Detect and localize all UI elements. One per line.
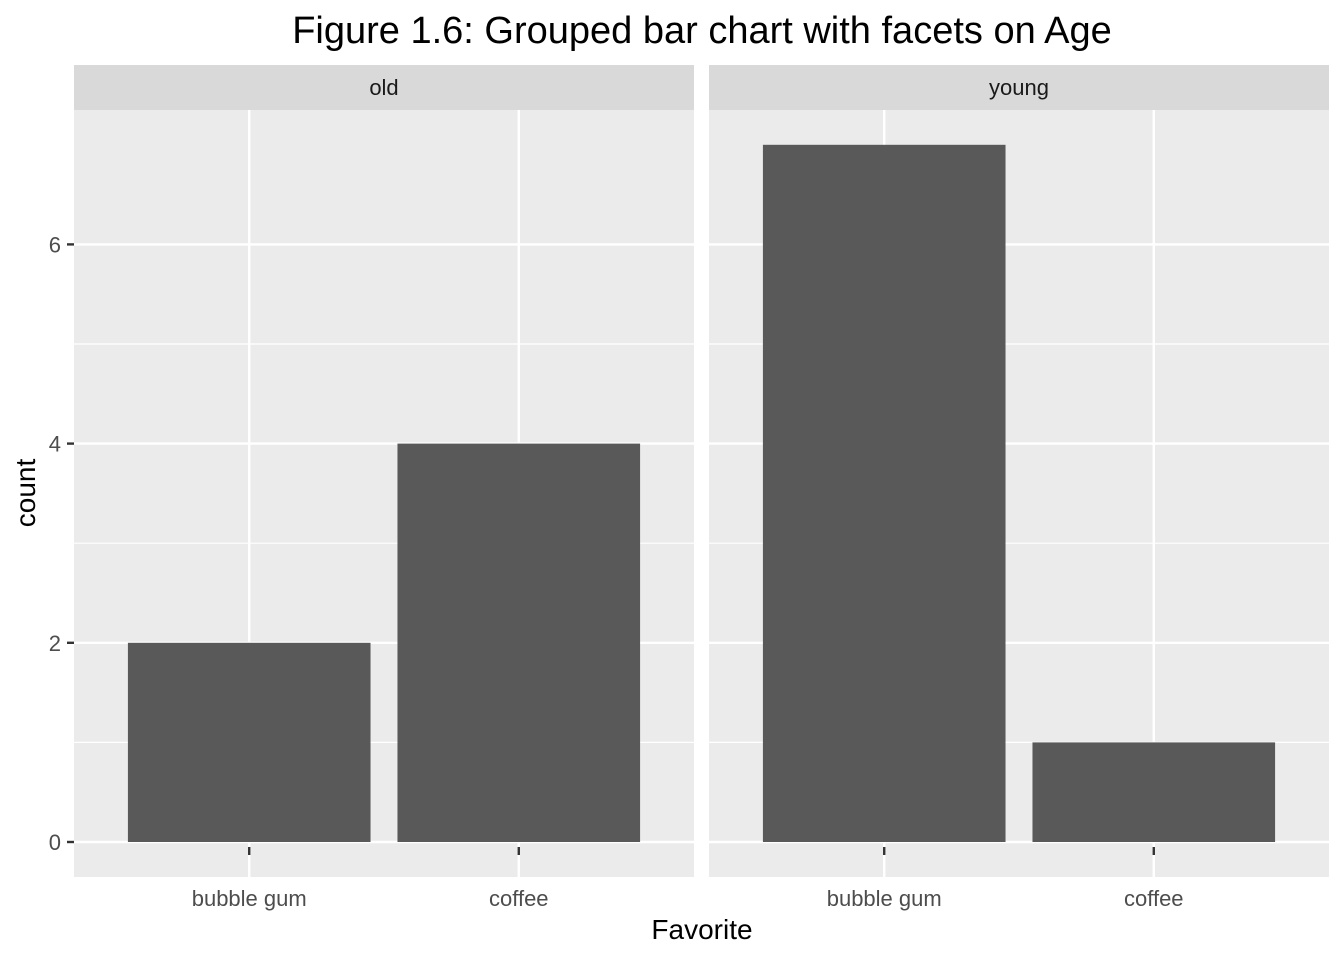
y-tick-label: 0 [49,830,61,855]
facet-strip [74,65,694,110]
facet-panel-old: old bubble gum coffee [74,65,694,911]
chart-title: Figure 1.6: Grouped bar chart with facet… [292,10,1112,52]
x-tick-label: coffee [1124,886,1184,911]
x-axis-title: Favorite [651,914,752,945]
y-axis: 0 2 4 6 [49,232,74,855]
facet-strip-label: old [369,75,398,100]
bar-old-bubble-gum [127,642,371,842]
x-tick-label: bubble gum [192,886,307,911]
y-tick-label: 4 [49,432,61,457]
bar-old-coffee [397,443,641,842]
facet-panels: old bubble gum coffee young bubble gum coffee [74,65,1329,911]
x-tick-label: coffee [489,886,549,911]
y-tick-label: 6 [49,232,61,257]
facet-panel-young: young bubble gum coffee [709,65,1329,911]
bar-young-bubble-gum [762,144,1006,843]
facet-strip [709,65,1329,110]
bar-young-coffee [1032,742,1276,842]
facet-strip-label: young [989,75,1049,100]
y-axis-title: count [10,459,41,528]
x-tick-label: bubble gum [827,886,942,911]
y-tick-label: 2 [49,631,61,656]
